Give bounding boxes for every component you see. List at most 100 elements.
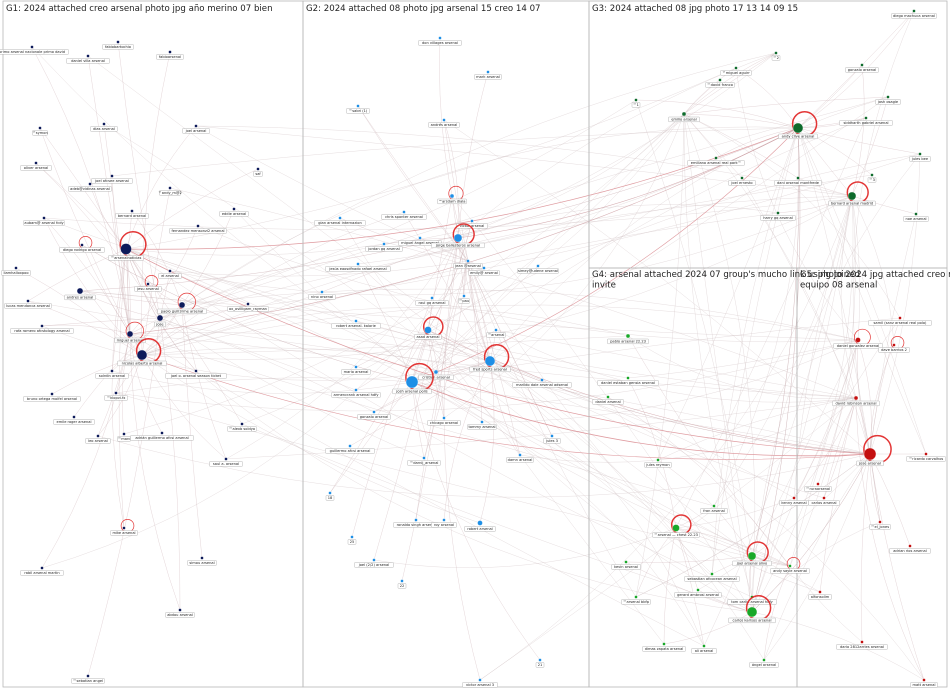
node[interactable]: carlos karlsos arsenal <box>728 595 776 623</box>
node[interactable]: emilio arsenal <box>668 111 700 122</box>
node[interactable]: miguel arsenal <box>114 321 146 343</box>
node[interactable]: fabiobartochio <box>102 40 134 50</box>
node[interactable]: fran arsenal <box>700 504 728 514</box>
node[interactable]: ™ruraarsenal <box>804 482 832 492</box>
node[interactable]: ™miguel aguirr <box>720 66 752 76</box>
node[interactable]: joel (2/2) arsenal <box>354 558 394 568</box>
node[interactable]: adrián guillermo afcsi arsenal <box>130 431 194 441</box>
node[interactable]: ™el_jones <box>869 520 891 530</box>
node[interactable]: solrdin arsenal <box>95 369 129 379</box>
node[interactable]: gonzalo arsenal <box>845 63 879 73</box>
node[interactable]: andy clive arsenal <box>778 111 818 139</box>
node[interactable]: lucas mendonca arsenal <box>4 299 52 309</box>
node[interactable]: marildo daie arsenal adsenal <box>512 378 572 388</box>
node[interactable]: matt arsenal <box>910 678 938 688</box>
node[interactable]: jules reymon <box>644 458 672 468</box>
node[interactable]: carlos arsenal <box>808 496 840 506</box>
node[interactable]: mario arsenal <box>341 365 371 375</box>
node[interactable]: kenny arsenal <box>779 496 809 506</box>
node[interactable]: tommy arsenal <box>467 420 497 430</box>
node[interactable]: ™alexb soldyo <box>227 422 257 432</box>
node[interactable]: andy sayle arsenal <box>770 557 810 574</box>
node[interactable]: ™ricardo carvalhos <box>906 452 946 462</box>
node[interactable]: roy arsenal <box>431 518 457 528</box>
node[interactable]: daniel gonzalez arsenal <box>833 328 883 349</box>
node[interactable]: dario 2812arrles arsenal <box>836 640 888 650</box>
node[interactable]: simey@udene arsenal <box>517 264 559 274</box>
node[interactable]: mark arsenal <box>474 70 502 80</box>
node[interactable]: josh arsenal polis <box>392 362 434 394</box>
node[interactable]: jesús eaosdfnado rafael arsenal <box>325 262 391 272</box>
node[interactable]: chicago arsenal <box>427 416 461 426</box>
node[interactable]: 25 <box>347 535 357 545</box>
node[interactable]: gerard ambrosi arsenal <box>674 588 722 598</box>
node[interactable]: emily@ arsenal <box>468 266 500 276</box>
node[interactable]: 18 <box>325 491 335 501</box>
node[interactable]: raul gq arsenal <box>415 296 449 306</box>
node[interactable]: ™andy_m@2 <box>158 186 182 196</box>
node[interactable]: joel o. arsenal season ticket <box>165 369 227 379</box>
node[interactable]: ángel arsenal <box>749 658 779 668</box>
node[interactable]: el arsenal <box>158 269 182 279</box>
node[interactable]: abdou arsenal <box>165 608 195 618</box>
node[interactable]: kevin arsenal <box>611 560 641 570</box>
node[interactable]: joel arsenal <box>182 124 210 134</box>
node[interactable]: david robinson arsenal <box>832 395 880 406</box>
node[interactable]: guillermo afcsi arsenal <box>325 444 375 454</box>
node[interactable]: ™1 <box>631 98 641 108</box>
node[interactable]: daniel villa arsenal <box>66 54 110 64</box>
node[interactable]: ™arsenalnoticias <box>108 230 147 261</box>
node[interactable]: don villages arsenal <box>418 36 462 46</box>
node[interactable]: nino arsenal <box>308 290 336 300</box>
node[interactable]: ™arsenal <box>486 328 506 338</box>
node[interactable]: bernard arsenal <box>115 209 149 219</box>
node[interactable]: joel afcsee arsenal <box>91 174 133 184</box>
node[interactable]: dani arsenal montfrede <box>774 176 822 186</box>
node[interactable]: 21 <box>535 658 545 668</box>
node[interactable]: gonzalo arsenal <box>357 410 391 420</box>
node[interactable]: diego rodrigo arsenal <box>59 236 105 253</box>
node[interactable]: andrés arsenal <box>428 118 460 128</box>
node[interactable]: noe arsenal <box>903 212 929 222</box>
node[interactable]: emile roger arsenal <box>53 415 95 425</box>
node[interactable]: jose <box>154 314 166 327</box>
node[interactable]: alfonsolim <box>808 590 832 600</box>
node[interactable]: gian arsenal internazion <box>314 216 366 226</box>
node[interactable]: victor arsenal 3 <box>462 678 498 688</box>
node[interactable]: joel arsenal olivo <box>732 541 772 566</box>
node[interactable]: samil (sanz arsenal real polo) <box>868 316 932 326</box>
node[interactable]: bernard arsenal madrid <box>828 181 876 206</box>
node[interactable]: oliver arsenal <box>20 161 52 171</box>
node[interactable]: jesu arsenal <box>134 275 162 292</box>
node[interactable]: ™3 <box>867 173 877 183</box>
node[interactable]: jorge ballesteros arsenal <box>431 223 485 248</box>
node[interactable]: andres arsenal <box>64 287 96 300</box>
node[interactable]: damn arsenal <box>506 453 534 463</box>
node[interactable]: adeb@vidinas arsenal <box>68 182 112 192</box>
node[interactable]: pablo arsenal 22.23 <box>607 333 649 344</box>
node[interactable]: armencrank arsenal hdfy <box>331 388 381 398</box>
node[interactable]: saf <box>253 167 263 177</box>
node[interactable]: fred sports arsenal <box>469 344 511 372</box>
node[interactable]: chris sponter arsenal <box>381 210 427 220</box>
node[interactable]: ™david franco <box>705 78 735 88</box>
node[interactable]: nicolás alberto arsenal <box>117 338 167 366</box>
node[interactable]: bruno ortega moifel arsenal <box>23 392 81 402</box>
node[interactable]: saul a. arsenal <box>209 457 243 467</box>
node[interactable]: ™arsenal bbfp <box>621 595 651 605</box>
node[interactable]: ™pau <box>458 294 470 304</box>
node[interactable]: ox_ovilligam_rayman <box>227 302 269 312</box>
node[interactable]: simou arsenal <box>187 556 217 566</box>
node[interactable]: ™sebatian angel <box>71 674 105 684</box>
node[interactable]: dias arsenal <box>90 122 118 132</box>
node[interactable]: jordan gq arsenal <box>365 242 403 252</box>
node[interactable]: sebastian afcocean arsenal <box>684 572 740 582</box>
node[interactable]: diego machuca arsenal <box>891 9 937 19</box>
node[interactable]: ™2 <box>771 51 781 61</box>
node[interactable]: ™arsdam diala <box>437 185 467 204</box>
node[interactable]: paolo guill3rme arsenal <box>157 292 207 314</box>
node[interactable]: ™klopvi.fx <box>104 391 128 401</box>
node[interactable]: josh osagie <box>875 95 901 105</box>
node[interactable]: cristian arsenal <box>418 369 454 380</box>
node[interactable]: jean @arsenal <box>453 259 483 269</box>
